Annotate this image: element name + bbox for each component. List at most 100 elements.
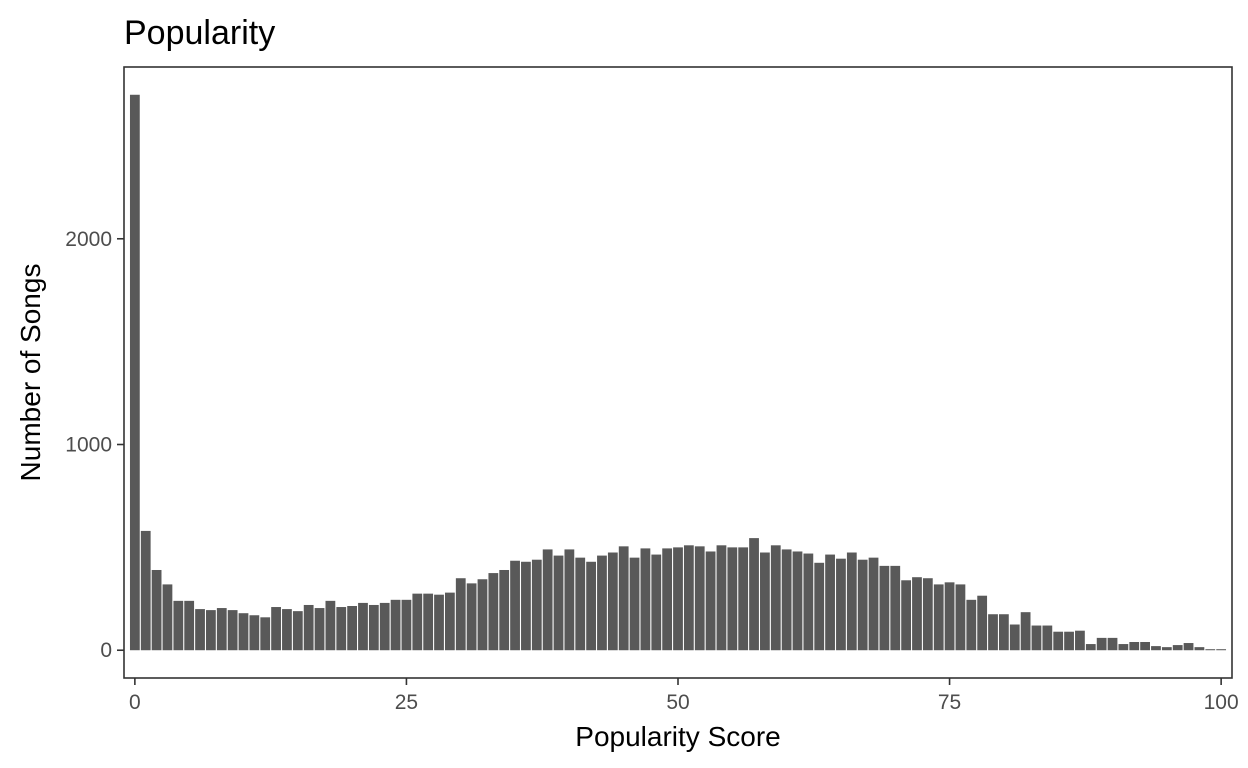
bar <box>738 547 749 651</box>
x-tick-label: 25 <box>395 691 418 714</box>
chart-title: Popularity <box>124 14 275 52</box>
bar <box>336 607 347 651</box>
bar <box>575 557 586 651</box>
bar <box>1064 631 1074 651</box>
bar <box>1161 647 1172 651</box>
bar <box>988 614 998 651</box>
bar <box>1183 643 1194 651</box>
bar <box>1096 637 1107 651</box>
bar <box>564 549 575 651</box>
bar <box>303 604 314 651</box>
bar <box>607 552 618 651</box>
x-tick-label: 0 <box>129 691 141 714</box>
bar <box>716 545 727 651</box>
x-tick-label: 50 <box>666 691 689 714</box>
bar <box>260 617 271 651</box>
bar <box>618 546 629 651</box>
bar <box>412 593 423 651</box>
bar <box>434 594 444 651</box>
bar <box>705 551 716 651</box>
bar <box>542 549 553 651</box>
bar <box>868 557 879 651</box>
bar <box>216 608 227 651</box>
bar <box>803 553 814 651</box>
bar <box>825 554 835 651</box>
bar <box>195 609 205 651</box>
bar <box>444 592 455 651</box>
bar <box>368 604 379 651</box>
y-axis: 0 1000 2000 <box>65 228 124 662</box>
bar <box>140 530 151 651</box>
bar <box>770 545 781 651</box>
bar <box>651 554 662 651</box>
bar <box>879 565 890 651</box>
y-axis-title: Number of Songs <box>15 264 46 482</box>
bar <box>249 615 260 651</box>
bar <box>162 584 173 651</box>
bar <box>1009 624 1020 651</box>
bar <box>901 580 912 651</box>
bar <box>1172 645 1183 651</box>
bar <box>1205 649 1216 651</box>
bar <box>1216 649 1227 651</box>
bar <box>1053 631 1064 651</box>
bar <box>673 547 683 651</box>
bar <box>857 559 868 651</box>
bar <box>1042 625 1053 651</box>
bars-group <box>129 94 1227 651</box>
bar <box>836 558 846 651</box>
bar <box>1107 637 1118 651</box>
bar <box>325 600 336 651</box>
bar <box>955 584 966 651</box>
bar <box>553 555 564 651</box>
bar <box>531 559 542 651</box>
bar <box>401 599 412 651</box>
bar <box>173 600 184 651</box>
bar <box>977 595 988 651</box>
bar <box>521 561 531 651</box>
bar <box>792 551 803 651</box>
bar <box>846 552 857 651</box>
bar <box>227 610 238 651</box>
bar <box>749 538 759 651</box>
bar <box>423 593 434 651</box>
bar <box>640 548 651 651</box>
x-axis-title: Popularity Score <box>575 721 780 752</box>
bar <box>488 573 499 651</box>
bar <box>933 584 944 651</box>
bar <box>1140 642 1150 651</box>
bar <box>1129 642 1140 651</box>
bar <box>683 545 694 651</box>
bar <box>922 578 933 651</box>
bar <box>455 578 466 651</box>
bar <box>347 606 358 651</box>
bar <box>390 599 401 651</box>
x-tick-label: 75 <box>938 691 961 714</box>
bar <box>814 562 825 651</box>
y-tick-label: 0 <box>100 639 112 662</box>
bar <box>597 555 607 651</box>
bar <box>662 548 673 651</box>
bar <box>477 579 488 651</box>
bar <box>1118 644 1129 651</box>
y-tick-label: 1000 <box>65 434 112 457</box>
bar <box>358 602 368 651</box>
x-tick-label: 100 <box>1204 691 1239 714</box>
bar <box>466 583 477 651</box>
bar <box>1194 647 1205 651</box>
bar <box>271 607 281 651</box>
bar <box>890 565 901 651</box>
bar <box>184 600 195 651</box>
bar <box>129 94 140 651</box>
bar <box>379 602 390 651</box>
bar <box>1085 644 1096 651</box>
bar <box>206 610 216 651</box>
bar <box>760 552 770 651</box>
bar <box>912 577 922 651</box>
bar <box>727 547 738 651</box>
bar <box>282 609 292 651</box>
bar <box>694 546 705 651</box>
bar <box>1020 612 1031 651</box>
bar <box>1151 646 1161 651</box>
